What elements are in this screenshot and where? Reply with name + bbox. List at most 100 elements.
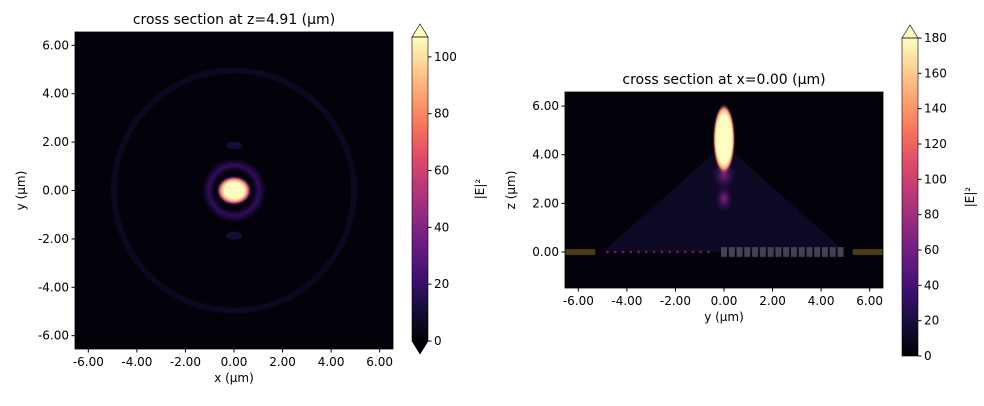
y-tick-label: 4.00 [532, 148, 559, 162]
colorbar-tick-label: 40 [924, 278, 939, 292]
colorbar-label: |E|² [963, 187, 977, 208]
y-tick-label: -2.00 [38, 232, 69, 246]
colorbar-tick-label: 60 [434, 164, 449, 178]
grating-tooth [829, 247, 836, 257]
grating-tooth [744, 247, 751, 257]
y-tick-label: 6.00 [42, 38, 69, 52]
grating-field-dot [691, 250, 695, 254]
grating-field-dot [613, 250, 617, 254]
colorbar-extend-max [901, 24, 919, 39]
grating-tooth [752, 247, 759, 257]
heatmap-field [111, 67, 357, 314]
x-axis-label: x (μm) [214, 371, 254, 385]
colorbar-tick-label: 80 [434, 107, 449, 121]
colorbar-tick-label: 180 [924, 31, 947, 45]
colorbar-extend-max [411, 23, 429, 38]
grating-tooth [837, 247, 844, 257]
grating-tooth [814, 247, 821, 257]
focal-spot [713, 103, 735, 174]
colorbar-tick-label: 20 [434, 277, 449, 291]
plot-title: cross section at x=0.00 (μm) [622, 72, 825, 88]
colorbar-gradient [412, 37, 428, 341]
grating-field-dot [645, 250, 648, 254]
y-tick-label: -4.00 [38, 280, 69, 294]
y-tick-label: 2.00 [532, 196, 559, 210]
grating-tooth [728, 247, 735, 257]
y-tick-label: 4.00 [42, 87, 69, 101]
plot-title: cross section at z=4.91 (μm) [133, 12, 335, 28]
colorbar-tick-label: 80 [924, 208, 939, 222]
grating-field-dot [699, 250, 702, 254]
grating-field-dot [652, 250, 656, 254]
left-plot: -6.00 -4.00 -2.00 0.00 2.00 4.00 6.00 6.00 4.00 2… [14, 12, 487, 385]
y-axis-label: y (μm) [14, 171, 28, 211]
colorbar-label: |E|² [473, 179, 487, 200]
x-tick-label: 0.00 [711, 294, 738, 308]
x-tick-label: -4.00 [121, 355, 152, 369]
focal-spot [216, 175, 252, 206]
x-tick-label: -2.00 [170, 355, 201, 369]
colorbar-tick-label: 20 [924, 314, 939, 328]
y-tick-label: 0.00 [42, 184, 69, 198]
colorbar: 0 20 40 60 80 100 |E|² [411, 23, 487, 355]
grating-tooth [798, 247, 805, 257]
grating-field-dot [683, 250, 687, 254]
x-tick-label: -2.00 [660, 294, 691, 308]
x-tick-label: 0.00 [221, 355, 248, 369]
grating-tooth [775, 247, 782, 257]
waveguide-left [565, 249, 596, 255]
colorbar-extend-min [411, 340, 429, 355]
y-axis-label: z (μm) [504, 171, 518, 210]
y-tick-label: -6.00 [38, 329, 69, 343]
colorbar-tick-label: 0 [924, 349, 932, 363]
colorbar-frame [411, 36, 429, 342]
colorbar-tick-label: 100 [924, 172, 947, 186]
colorbar-tick-label: 0 [434, 334, 442, 348]
colorbar-tick-label: 40 [434, 220, 449, 234]
lower-lobe [715, 184, 733, 213]
grating-tooth [759, 247, 766, 257]
x-axis-label: y (μm) [704, 310, 744, 324]
side-lobe [226, 141, 242, 150]
grating-field-dot [668, 250, 671, 254]
colorbar-tick-label: 100 [434, 50, 457, 64]
x-tick-label: 6.00 [366, 355, 393, 369]
colorbar-frame [901, 37, 919, 357]
colorbar-tick-label: 60 [924, 243, 939, 257]
grating-field-dot [676, 250, 679, 254]
colorbar-tick-label: 140 [924, 102, 947, 116]
side-lobe [226, 231, 242, 240]
grating-tooth [736, 247, 743, 257]
faint-ring [111, 67, 357, 314]
grating-field-dot [629, 250, 633, 254]
colorbar-tick-label: 160 [924, 66, 947, 80]
colorbar: 0 20 40 60 80 100 120 140 160 180 |E|² [901, 24, 977, 363]
x-tick-label: 4.00 [318, 355, 345, 369]
grating-field-dot [637, 250, 640, 254]
right-plot: -6.00 -4.00 -2.00 0.00 2.00 4.00 6.00 6.00 4.00 2… [504, 24, 977, 363]
grating-tooth [806, 247, 813, 257]
y-tick-label: 6.00 [532, 99, 559, 113]
x-tick-label: 2.00 [269, 355, 296, 369]
grating-field-dot [606, 250, 609, 254]
y-tick-label: 2.00 [42, 135, 69, 149]
grating-tooth [767, 247, 774, 257]
x-tick-label: -6.00 [73, 355, 104, 369]
x-tick-label: 6.00 [856, 294, 883, 308]
heatmap-field [565, 103, 883, 257]
grating-field-dot [660, 250, 664, 254]
grating-tooth [790, 247, 797, 257]
waveguide-right [852, 249, 883, 255]
x-tick-label: -4.00 [611, 294, 642, 308]
grating-tooth [821, 247, 828, 257]
grating-field-dot [707, 250, 710, 254]
grating-tooth [721, 247, 727, 257]
y-tick-label: 0.00 [532, 245, 559, 259]
grating-tooth [783, 247, 790, 257]
grating-field-dot [621, 250, 625, 254]
colorbar-tick-label: 120 [924, 137, 947, 151]
x-tick-label: -6.00 [563, 294, 594, 308]
colorbar-gradient [902, 38, 918, 356]
x-tick-label: 4.00 [808, 294, 835, 308]
